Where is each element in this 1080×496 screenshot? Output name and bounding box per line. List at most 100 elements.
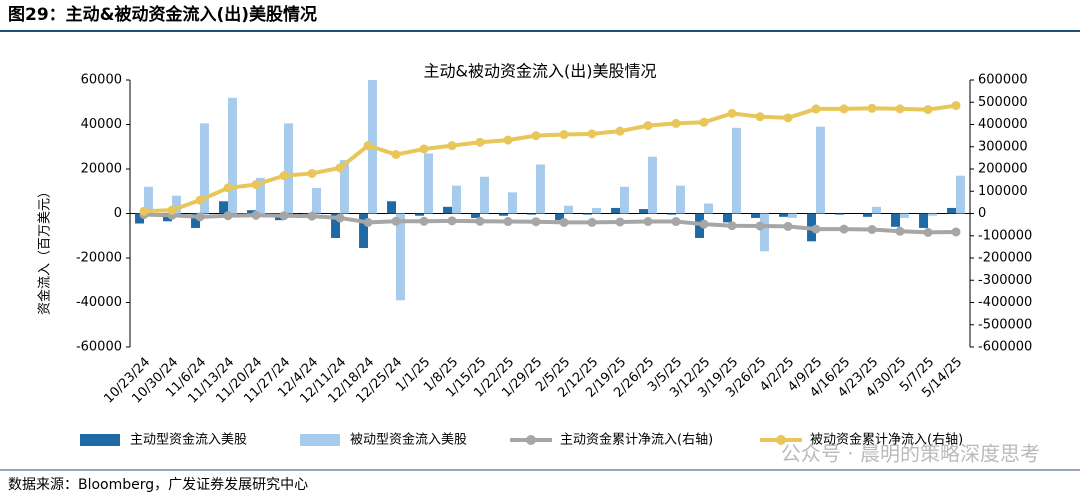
bar	[676, 185, 685, 214]
line-marker	[363, 141, 373, 151]
bar	[527, 213, 536, 215]
legend-label: 主动型资金流入美股	[130, 432, 247, 448]
y2-tick-label: 500000	[978, 95, 1028, 110]
bar	[751, 213, 760, 218]
line-marker	[643, 121, 653, 131]
line-marker	[811, 104, 821, 114]
line-marker	[335, 163, 345, 173]
bar	[443, 206, 452, 214]
line-marker	[335, 213, 345, 223]
bar	[564, 205, 573, 214]
bar	[499, 213, 508, 216]
line-marker	[223, 211, 233, 221]
line-marker	[223, 183, 233, 193]
y2-tick-label: -200000	[978, 251, 1032, 266]
line-marker	[447, 141, 457, 151]
bar	[340, 160, 349, 214]
bar	[256, 177, 265, 214]
bar	[415, 213, 424, 216]
bar	[172, 195, 181, 214]
y-tick-label: 60000	[81, 73, 122, 88]
line-marker	[755, 221, 765, 231]
y2-tick-label: 400000	[978, 117, 1028, 132]
bar	[163, 213, 172, 222]
bar	[191, 213, 200, 228]
y2-tick-label: -100000	[978, 228, 1032, 243]
line-marker	[391, 150, 401, 160]
line-marker	[615, 217, 625, 227]
line-marker	[475, 137, 485, 147]
line-marker	[895, 226, 905, 236]
line-marker	[503, 135, 513, 145]
bar	[611, 207, 620, 214]
line-marker	[503, 217, 513, 227]
y2-tick-label: -600000	[978, 340, 1032, 355]
bar	[872, 206, 881, 214]
bar	[452, 185, 461, 214]
line-marker	[671, 118, 681, 128]
bar	[359, 213, 368, 248]
legend-label: 被动资金累计净流入(右轴)	[810, 432, 963, 448]
bar	[508, 192, 517, 214]
bar	[620, 186, 629, 214]
line-marker	[727, 108, 737, 118]
bar	[928, 213, 937, 216]
bar	[704, 203, 713, 214]
bar	[732, 127, 741, 214]
line-marker	[951, 101, 961, 111]
header: 图29：主动&被动资金流入(出)美股情况	[8, 4, 317, 25]
y-tick-label: 40000	[81, 117, 122, 132]
line-marker	[587, 217, 597, 227]
line-marker	[391, 216, 401, 226]
bar	[760, 213, 769, 252]
line-marker	[279, 171, 289, 181]
bar	[863, 213, 872, 217]
y-tick-label: -60000	[76, 340, 122, 355]
legend-label: 被动型资金流入美股	[350, 432, 467, 448]
bar	[583, 213, 592, 215]
bar	[900, 213, 909, 218]
bar	[396, 213, 405, 301]
line-marker	[195, 195, 205, 205]
bar	[471, 213, 480, 218]
line-marker	[867, 225, 877, 235]
line-marker	[419, 144, 429, 154]
y2-tick-label: -400000	[978, 295, 1032, 310]
bar	[919, 213, 928, 228]
legend-swatch	[80, 434, 120, 446]
line-marker	[923, 227, 933, 237]
y2-tick-label: 300000	[978, 139, 1028, 154]
line-marker	[923, 105, 933, 115]
line-marker	[699, 219, 709, 229]
bar	[667, 213, 676, 215]
y2-tick-label: 200000	[978, 162, 1028, 177]
line-marker	[447, 216, 457, 226]
line-marker	[475, 216, 485, 226]
line-marker	[167, 205, 177, 215]
line-marker	[643, 217, 653, 227]
line-marker	[363, 217, 373, 227]
bar	[956, 175, 965, 214]
legend-label: 主动资金累计净流入(右轴)	[560, 432, 713, 448]
line-marker	[559, 130, 569, 140]
line-marker	[727, 221, 737, 231]
y-tick-label: -40000	[76, 295, 122, 310]
line-marker	[559, 217, 569, 227]
y-tick-label: -20000	[76, 251, 122, 266]
line-marker	[419, 216, 429, 226]
line-marker	[195, 212, 205, 222]
bar	[387, 201, 396, 214]
bar	[284, 123, 293, 214]
legend-swatch	[300, 434, 340, 446]
line-marker	[615, 126, 625, 136]
line-marker	[755, 112, 765, 122]
line-marker	[895, 104, 905, 114]
y-axis-label: 资金流入（百万美元）	[37, 185, 53, 315]
legend-swatch	[526, 435, 536, 445]
line-marker	[587, 129, 597, 139]
line-marker	[139, 206, 149, 216]
y2-tick-label: -500000	[978, 317, 1032, 332]
line-marker	[307, 211, 317, 221]
line-marker	[671, 217, 681, 227]
